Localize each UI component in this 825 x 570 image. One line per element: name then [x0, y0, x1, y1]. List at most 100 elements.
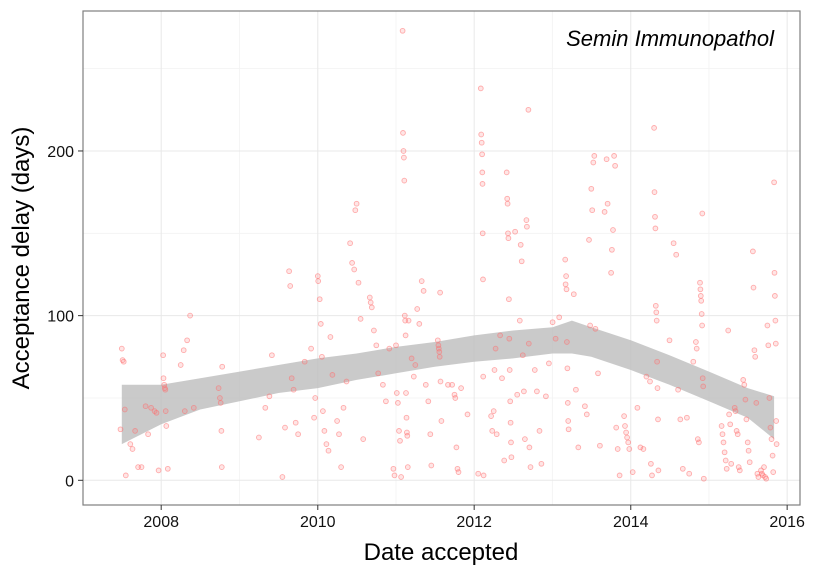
data-point [604, 200, 611, 207]
data-point [616, 472, 623, 479]
data-point [753, 400, 760, 406]
data-point [449, 381, 455, 388]
data-point [393, 390, 400, 396]
data-point [514, 391, 521, 398]
data-point [437, 378, 444, 385]
x-tick-label: 2008 [143, 514, 179, 531]
data-point [218, 428, 225, 434]
data-point [506, 296, 512, 303]
data-point [314, 273, 321, 279]
data-point [773, 441, 780, 447]
data-point [653, 309, 660, 316]
data-point [699, 322, 705, 329]
data-point [518, 258, 525, 265]
data-point [772, 293, 778, 299]
data-point [217, 400, 224, 406]
data-point [404, 464, 411, 470]
data-point [652, 302, 659, 309]
axes: 0 100 200 2008 2010 2012 2014 2016 [47, 144, 805, 531]
data-point [655, 467, 662, 474]
data-point [675, 386, 681, 393]
data-point [400, 130, 406, 136]
data-point [163, 423, 170, 429]
data-point [679, 465, 686, 472]
data-point [770, 469, 777, 475]
data-point [437, 289, 443, 296]
data-point [625, 439, 632, 446]
data-point [438, 418, 445, 424]
data-point [148, 404, 154, 411]
data-point [317, 321, 324, 327]
data-point [405, 317, 412, 324]
data-point [408, 355, 415, 362]
data-point [420, 288, 427, 294]
data-point [505, 230, 511, 237]
data-point [286, 268, 292, 275]
data-point [434, 337, 441, 344]
data-point [614, 446, 621, 452]
data-point [180, 347, 187, 354]
data-point [677, 416, 684, 423]
data-point [626, 446, 633, 452]
data-point [479, 151, 485, 158]
data-point [308, 345, 314, 352]
data-point [493, 431, 500, 438]
data-point [648, 460, 654, 467]
data-point [336, 431, 342, 438]
data-point [505, 235, 512, 242]
data-point [371, 327, 377, 334]
data-point [177, 362, 184, 368]
data-point [217, 395, 223, 401]
data-point [744, 439, 751, 446]
data-point [396, 428, 402, 434]
data-point [697, 286, 704, 293]
data-point [721, 449, 728, 456]
data-point [771, 179, 777, 186]
data-point [295, 431, 301, 438]
data-point [629, 469, 636, 475]
data-point [164, 465, 171, 472]
data-point [452, 395, 459, 401]
data-point [768, 436, 775, 442]
data-point [649, 472, 655, 479]
data-point [478, 131, 485, 138]
data-point [546, 360, 552, 367]
data-point [522, 436, 528, 442]
data-point [323, 441, 330, 447]
data-point [597, 442, 603, 449]
data-point [613, 424, 620, 431]
data-point [480, 472, 487, 479]
data-point [160, 352, 166, 359]
data-point [458, 385, 464, 391]
data-point [488, 413, 494, 419]
data-point [699, 210, 706, 217]
data-point [402, 332, 409, 339]
data-point [524, 223, 530, 230]
data-point [162, 408, 169, 414]
data-point [507, 398, 514, 405]
data-point [565, 426, 572, 433]
data-point [670, 240, 677, 247]
data-point [329, 372, 336, 378]
data-point [414, 306, 421, 312]
data-point [504, 195, 511, 202]
data-point [519, 352, 526, 359]
plot-border [82, 10, 801, 506]
data-point [129, 446, 136, 452]
data-point [153, 409, 160, 416]
x-tick-label: 2010 [300, 514, 336, 531]
x-tick-label: 2016 [769, 514, 805, 531]
data-point [464, 411, 471, 418]
data-point [120, 358, 127, 365]
data-point [698, 297, 705, 304]
data-point [219, 363, 226, 370]
data-point [643, 373, 650, 380]
data-point [764, 322, 771, 329]
data-point [769, 452, 776, 459]
data-point [690, 358, 697, 365]
data-point [722, 457, 729, 464]
data-point [563, 273, 569, 279]
data-point [360, 436, 367, 442]
data-point [480, 373, 487, 380]
